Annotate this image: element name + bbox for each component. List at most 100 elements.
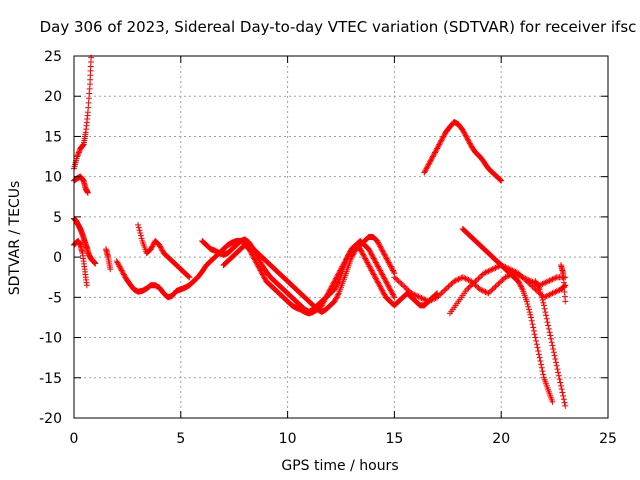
data-point — [419, 295, 426, 302]
data-point — [251, 255, 258, 262]
data-point — [430, 152, 437, 159]
data-point — [466, 283, 473, 290]
data-point — [388, 288, 395, 295]
data-point — [387, 287, 394, 294]
data-point — [359, 250, 366, 257]
data-point — [539, 368, 546, 375]
data-point — [424, 164, 431, 171]
data-point — [357, 246, 364, 253]
data-point — [459, 274, 466, 281]
data-point — [385, 259, 392, 266]
data-point — [113, 258, 120, 265]
data-point — [335, 291, 342, 298]
data-point — [330, 279, 337, 286]
data-point — [556, 376, 563, 383]
data-point — [377, 284, 384, 291]
data-point — [323, 294, 330, 301]
data-point — [444, 284, 451, 291]
data-point — [539, 297, 546, 304]
data-point — [493, 264, 500, 271]
data-point — [370, 271, 377, 278]
data-point — [535, 283, 542, 290]
data-point — [532, 334, 539, 341]
data-point — [333, 295, 340, 302]
data-point — [561, 399, 568, 406]
data-point — [522, 276, 529, 283]
data-point — [558, 386, 565, 393]
data-point — [365, 246, 372, 253]
data-point — [380, 272, 387, 279]
data-point — [499, 262, 506, 269]
data-point — [509, 267, 516, 274]
data-point — [468, 282, 475, 289]
data-point — [478, 286, 485, 293]
data-point — [377, 267, 384, 274]
data-point — [544, 319, 551, 326]
data-point — [185, 273, 192, 280]
data-point — [384, 280, 391, 287]
data-point — [380, 288, 387, 295]
data-point — [150, 242, 157, 249]
data-point — [422, 166, 429, 173]
data-point — [466, 140, 473, 147]
data-point — [408, 290, 415, 297]
data-point — [456, 275, 463, 282]
data-point — [345, 251, 352, 258]
data-point — [525, 279, 532, 286]
data-point — [343, 255, 350, 262]
data-point — [381, 251, 388, 258]
data-point — [256, 266, 263, 273]
data-point — [120, 271, 127, 278]
data-point — [429, 296, 436, 303]
data-point — [246, 246, 253, 253]
data-point — [394, 276, 401, 283]
data-point — [528, 317, 535, 324]
data-point — [518, 283, 525, 290]
data-point — [508, 266, 515, 273]
data-point — [370, 254, 377, 261]
data-point — [320, 299, 327, 306]
data-point — [473, 283, 480, 290]
data-point — [332, 297, 339, 304]
data-point — [384, 258, 391, 265]
data-point — [341, 259, 348, 266]
data-point — [524, 301, 531, 308]
data-point — [371, 272, 378, 279]
data-point — [533, 279, 540, 286]
data-point — [377, 268, 384, 275]
data-point — [322, 295, 329, 302]
data-point — [380, 248, 387, 255]
data-point — [387, 286, 394, 293]
data-point — [464, 286, 471, 293]
data-point — [368, 267, 375, 274]
data-point — [495, 280, 502, 287]
data-point — [438, 290, 445, 297]
data-point — [74, 152, 81, 159]
data-point — [538, 364, 545, 371]
data-point — [115, 262, 122, 269]
data-point — [117, 266, 124, 273]
data-point — [378, 246, 385, 253]
data-point — [422, 297, 429, 304]
data-point — [437, 138, 444, 145]
data-point — [369, 268, 376, 275]
data-point — [382, 254, 389, 261]
data-point — [119, 268, 126, 275]
data-point — [546, 291, 553, 298]
data-point — [546, 329, 553, 336]
data-point — [252, 258, 259, 265]
data-point — [431, 150, 438, 157]
data-point — [248, 250, 255, 257]
data-point — [386, 284, 393, 291]
data-point — [261, 275, 268, 282]
data-point — [533, 280, 540, 287]
data-point — [360, 252, 367, 259]
data-point — [376, 242, 383, 249]
data-point — [384, 256, 391, 263]
data-point — [389, 291, 396, 298]
data-point — [425, 161, 432, 168]
data-point — [438, 137, 445, 144]
tick-labels: 0 5 10 15 20 25 -20 -15 -10 -5 0 5 10 15 20 25 — [39, 49, 617, 447]
data-point — [436, 291, 443, 298]
